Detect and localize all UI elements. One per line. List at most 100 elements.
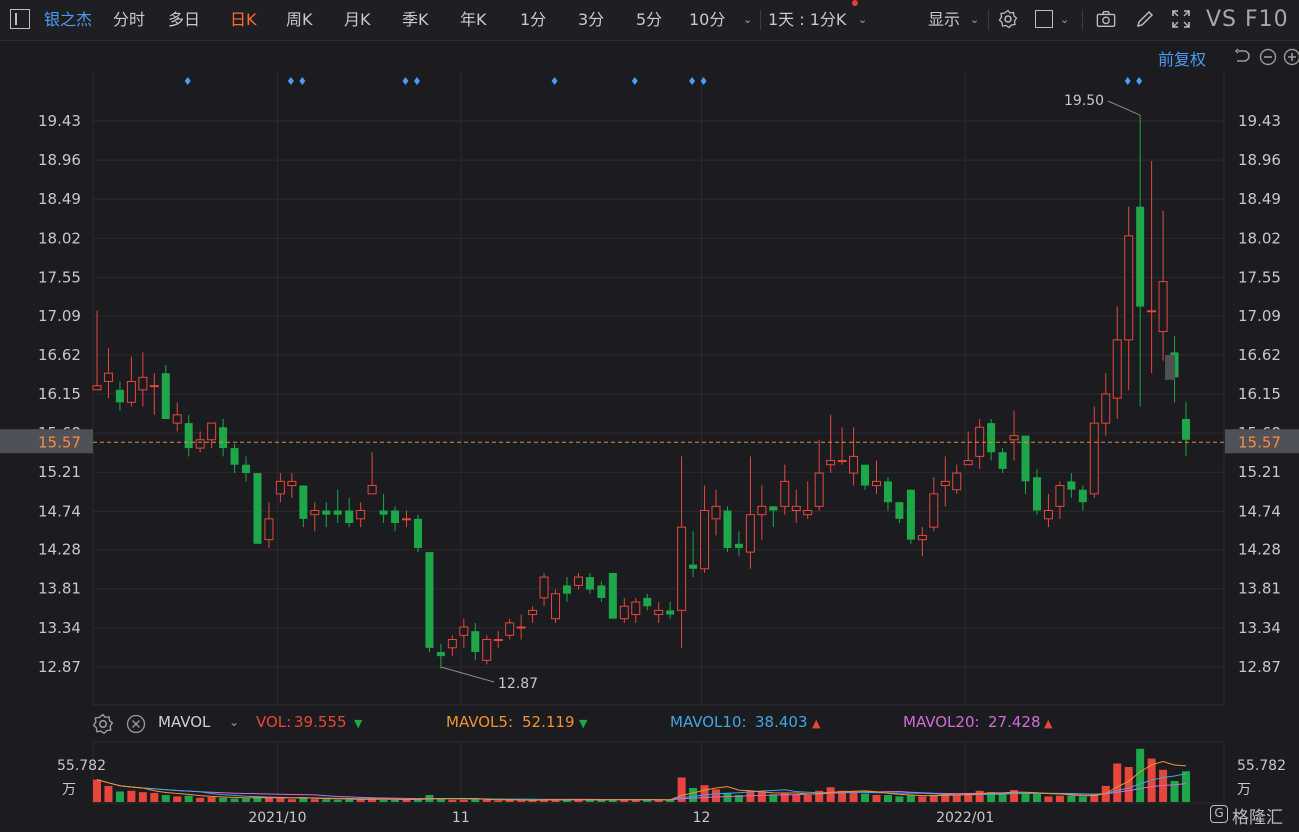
chevron-down-icon[interactable]: ⌄: [229, 715, 240, 729]
price-tick-right: 12.87: [1238, 658, 1281, 676]
volume-bar: [987, 792, 996, 802]
zoom-out-icon[interactable]: [1259, 48, 1277, 66]
current-price-tag-left: [0, 429, 93, 454]
tab-intraday[interactable]: 分时: [113, 10, 146, 29]
candle-body: [345, 510, 354, 523]
volume-bar: [196, 797, 205, 802]
price-tick-left: 13.34: [38, 619, 81, 637]
tab-daily-k[interactable]: 日K: [230, 10, 257, 29]
volume-bar: [425, 795, 434, 802]
candle-body: [906, 489, 915, 540]
volume-bar: [551, 799, 560, 802]
volume-bar: [138, 792, 147, 802]
undo-icon[interactable]: [1233, 48, 1251, 66]
low-leader-line: [440, 666, 495, 683]
volume-bar: [780, 793, 789, 802]
tab-monthly-k[interactable]: 月K: [344, 10, 371, 29]
volume-bar: [391, 799, 400, 802]
chevron-down-icon[interactable]: ⌄: [1060, 13, 1070, 26]
compare-selector[interactable]: 1天 : 1分K: [768, 10, 847, 29]
gear-icon[interactable]: [998, 9, 1018, 29]
close-icon[interactable]: [126, 714, 146, 734]
candle-body: [780, 480, 790, 507]
candle-body: [539, 576, 549, 599]
volume-bar: [1067, 795, 1076, 802]
price-tick-left: 12.87: [38, 658, 81, 676]
indicator-selector[interactable]: MAVOL: [158, 713, 211, 731]
candle-body: [172, 414, 182, 424]
candlesticks: [92, 115, 1190, 669]
sidebar-toggle-icon[interactable]: [10, 9, 30, 29]
volume-ma-line: [96, 760, 1187, 801]
pencil-icon[interactable]: [1135, 9, 1155, 29]
candle-body: [138, 376, 148, 391]
candle-body: [654, 609, 664, 616]
volume-bar: [436, 798, 445, 802]
volume-ma-lines: [96, 760, 1187, 801]
candle-body: [161, 373, 170, 419]
tab-5min[interactable]: 5分: [636, 10, 663, 29]
candle-body: [516, 626, 526, 629]
candle-body: [299, 485, 308, 519]
volume-bar: [929, 795, 938, 802]
candle-body: [367, 485, 377, 495]
divider: [988, 10, 989, 30]
event-marker-icon: [299, 77, 306, 85]
candle-body: [425, 552, 434, 648]
gear-icon[interactable]: [92, 713, 114, 735]
price-tick-right: 16.62: [1238, 346, 1281, 364]
volume-bar: [276, 797, 285, 802]
volume-bar: [161, 795, 170, 802]
candle-body: [826, 460, 836, 466]
mavol5-value: 52.119: [522, 713, 575, 731]
divider: [760, 10, 761, 30]
volume-bar: [1124, 767, 1133, 802]
tab-yearly-k[interactable]: 年K: [460, 10, 487, 29]
current-price-left: 15.57: [38, 433, 81, 451]
candle-body: [975, 426, 985, 457]
volume-bar: [505, 799, 514, 802]
camera-icon[interactable]: [1096, 9, 1116, 29]
volume-bar: [333, 799, 342, 802]
tab-weekly-k[interactable]: 周K: [286, 10, 313, 29]
candle-body: [115, 389, 124, 403]
tab-quarterly-k[interactable]: 季K: [402, 10, 429, 29]
vol-label: VOL:: [256, 713, 292, 731]
volume-bar: [528, 799, 537, 802]
display-menu[interactable]: 显示: [928, 10, 961, 29]
candle-body: [643, 597, 652, 607]
price-tick-left: 14.28: [38, 541, 81, 559]
vs-f10-button[interactable]: VS F10: [1206, 7, 1289, 32]
chevron-down-icon[interactable]: ⌄: [858, 13, 868, 26]
layout-icon[interactable]: [1035, 10, 1053, 28]
date-tick: 12: [693, 810, 711, 826]
candle-body: [1101, 393, 1111, 424]
tab-multi-day[interactable]: 多日: [168, 10, 201, 29]
chevron-down-icon[interactable]: ⌄: [743, 13, 753, 26]
candle-body: [1170, 352, 1179, 378]
toolbar: 银之杰 分时 多日 日K 周K 月K 季K 年K 1分 3分 5分 10分 ⌄ …: [0, 0, 1299, 41]
candle-body: [333, 510, 342, 515]
price-tick-right: 15.68: [1238, 424, 1281, 442]
tab-10min[interactable]: 10分: [689, 10, 726, 29]
volume-axis-value: 55.782: [57, 758, 106, 774]
fullscreen-icon[interactable]: [1171, 9, 1191, 29]
candle-body: [275, 480, 285, 495]
zoom-in-icon[interactable]: [1283, 48, 1299, 66]
tab-1min[interactable]: 1分: [520, 10, 547, 29]
adjust-mode[interactable]: 前复权: [1158, 50, 1207, 69]
volume-bar: [207, 797, 216, 802]
price-tick-left: 14.74: [38, 502, 81, 520]
price-tick-right: 16.15: [1238, 385, 1281, 403]
candle-body: [103, 372, 113, 382]
price-tick-right: 18.02: [1238, 229, 1281, 247]
volume-bar: [219, 797, 228, 802]
stock-name[interactable]: 银之杰: [44, 10, 93, 29]
tab-3min[interactable]: 3分: [578, 10, 605, 29]
chevron-down-icon[interactable]: ⌄: [970, 13, 980, 26]
volume-bar: [127, 790, 136, 802]
volume-bar: [1136, 748, 1145, 802]
volume-bar: [757, 791, 766, 802]
volume-bar: [482, 799, 491, 802]
candle-body: [952, 472, 962, 491]
